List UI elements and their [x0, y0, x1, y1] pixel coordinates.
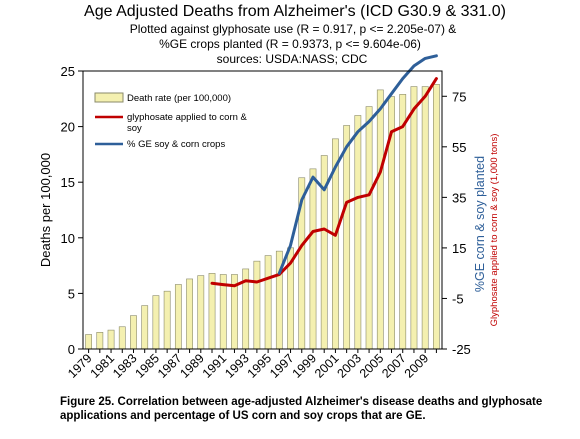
y2-axis-label: %GE corn & soy planted — [473, 156, 487, 292]
line-series-group — [210, 54, 438, 288]
bar-1983 — [130, 315, 137, 350]
y-axis-label: Deaths per 100,000 — [38, 153, 53, 267]
bar-1986 — [163, 290, 171, 350]
x-tick-label-2001: 2001 — [312, 351, 342, 381]
bar-1987 — [174, 284, 182, 350]
right-tick-label-15: 15 — [452, 241, 466, 256]
right-axis: -25 -5 15 35 55 75 — [442, 89, 471, 357]
bar-1980 — [96, 332, 104, 350]
figure-caption: Figure 25. Correlation between age-adjus… — [60, 396, 543, 422]
line-glyphosate — [210, 77, 438, 288]
chart-subtitle-line-3: sources: USDA:NASS; CDC — [217, 52, 368, 66]
x-tick-label-1983: 1983 — [110, 351, 140, 381]
bar-2004 — [365, 106, 373, 350]
left-tick-label-5: 5 — [68, 286, 75, 301]
legend-label-death-rate: Death rate (per 100,000) — [127, 93, 231, 104]
x-tick-label-1997: 1997 — [267, 351, 297, 381]
bar-1984 — [141, 305, 149, 350]
x-tick-label-1991: 1991 — [200, 351, 230, 381]
left-axis: 0 5 10 15 20 25 — [61, 64, 83, 357]
chart-subtitle-line-1: Plotted against glyphosate use (R = 0.91… — [130, 22, 457, 36]
bar-series-death-rate — [85, 84, 440, 350]
x-tick-label-1995: 1995 — [245, 351, 275, 381]
right-tick-label-75: 75 — [452, 89, 466, 104]
bar-1999 — [309, 168, 317, 350]
bar-2003 — [354, 115, 362, 350]
x-tick-label-2007: 2007 — [379, 351, 409, 381]
right-tick-label-35: 35 — [452, 190, 466, 205]
x-tick-label-1993: 1993 — [222, 351, 252, 381]
left-tick-label-0: 0 — [68, 342, 75, 357]
legend-swatch-death-rate — [94, 92, 124, 103]
right-tick-label--5: -5 — [452, 291, 464, 306]
legend-label-ge: % GE soy & corn crops — [127, 139, 225, 150]
bar-1988 — [186, 278, 193, 350]
bar-1982 — [118, 326, 126, 350]
bar-1985 — [152, 295, 160, 350]
chart-subtitle-line-2: %GE crops planted (R = 0.9373, p <= 9.60… — [159, 37, 421, 51]
legend-label-glyphosate: glyphosate applied to corn & soy — [127, 112, 250, 134]
x-axis: 1979198119831985198719891991199319951997… — [65, 349, 437, 381]
left-tick-label-10: 10 — [61, 231, 75, 246]
bar-2002 — [343, 125, 351, 350]
x-tick-label-2005: 2005 — [357, 351, 387, 381]
bar-1979 — [85, 334, 92, 350]
x-tick-label-1981: 1981 — [88, 351, 118, 381]
x-tick-label-1999: 1999 — [290, 351, 320, 381]
x-tick-label-2003: 2003 — [334, 351, 364, 381]
right-tick-label-55: 55 — [452, 140, 466, 155]
x-tick-label-1987: 1987 — [155, 351, 185, 381]
x-tick-label-1989: 1989 — [177, 351, 207, 381]
right-tick-label--25: -25 — [452, 342, 471, 357]
legend: Death rate (per 100,000) glyphosate appl… — [94, 92, 250, 150]
bar-1994 — [253, 260, 261, 350]
bar-1995 — [264, 255, 272, 350]
y3-axis-label: Glyphosate applied to corn & soy (1,000 … — [489, 134, 500, 327]
bar-2008 — [410, 86, 418, 350]
bar-1989 — [197, 275, 205, 350]
left-tick-label-20: 20 — [61, 120, 75, 135]
left-tick-label-15: 15 — [61, 175, 75, 190]
x-tick-label-2009: 2009 — [402, 351, 432, 381]
left-tick-label-25: 25 — [61, 64, 75, 79]
x-tick-label-1985: 1985 — [132, 351, 162, 381]
bar-2007 — [399, 94, 407, 350]
plot-area-frame — [82, 70, 443, 350]
bar-2005 — [376, 89, 384, 350]
chart-title: Age Adjusted Deaths from Alzheimer's (IC… — [84, 3, 506, 20]
bar-2009 — [421, 86, 429, 350]
bar-1981 — [107, 329, 115, 350]
bar-2010 — [433, 84, 440, 350]
line-ge-crops — [277, 54, 438, 275]
